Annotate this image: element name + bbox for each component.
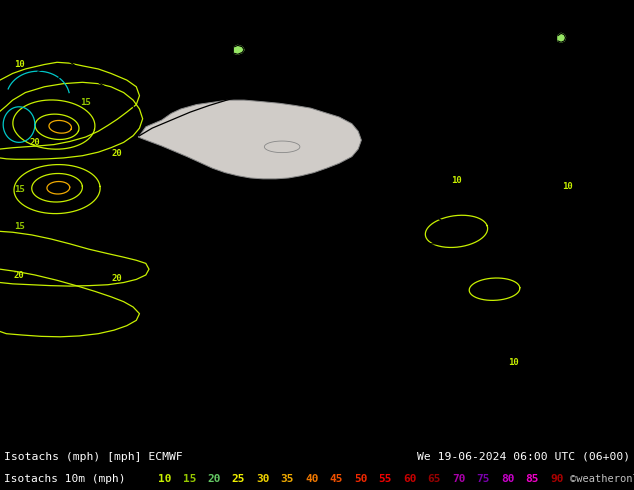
Text: 10: 10 [451, 176, 462, 185]
Text: 15: 15 [14, 185, 24, 194]
Text: ©weatheronline.co.uk: ©weatheronline.co.uk [570, 474, 634, 484]
Text: 30: 30 [256, 474, 269, 484]
Text: 1015: 1015 [175, 46, 199, 56]
Text: 10: 10 [562, 182, 573, 192]
Text: 80: 80 [501, 474, 515, 484]
Text: 20: 20 [112, 149, 122, 158]
Text: Isotachs 10m (mph): Isotachs 10m (mph) [4, 474, 126, 484]
Text: 65: 65 [427, 474, 441, 484]
Polygon shape [264, 141, 300, 152]
Text: 55: 55 [378, 474, 392, 484]
Text: 15: 15 [183, 474, 196, 484]
Text: 75: 75 [477, 474, 490, 484]
Text: 50: 50 [354, 474, 368, 484]
Text: 85: 85 [526, 474, 539, 484]
Text: 90: 90 [550, 474, 564, 484]
Text: 20: 20 [30, 138, 40, 147]
Text: 20: 20 [112, 273, 122, 283]
Polygon shape [138, 100, 361, 179]
Text: 1010: 1010 [511, 104, 535, 114]
Text: Isotachs (mph) [mph] ECMWF: Isotachs (mph) [mph] ECMWF [4, 452, 183, 462]
Text: We 19-06-2024 06:00 UTC (06+00): We 19-06-2024 06:00 UTC (06+00) [417, 452, 630, 462]
Text: 60: 60 [403, 474, 417, 484]
Text: 20: 20 [207, 474, 221, 484]
Text: 20: 20 [14, 271, 24, 280]
Text: 25: 25 [231, 474, 245, 484]
Text: 10: 10 [14, 60, 24, 69]
Polygon shape [558, 33, 566, 42]
Text: 45: 45 [330, 474, 343, 484]
Text: 35: 35 [280, 474, 294, 484]
Text: 10: 10 [158, 474, 172, 484]
Text: 10: 10 [508, 358, 519, 367]
Text: 15: 15 [14, 222, 24, 231]
Text: 1015: 1015 [372, 42, 396, 52]
Text: 40: 40 [305, 474, 318, 484]
Polygon shape [235, 46, 244, 54]
Text: 70: 70 [452, 474, 465, 484]
Text: 15: 15 [81, 98, 91, 107]
